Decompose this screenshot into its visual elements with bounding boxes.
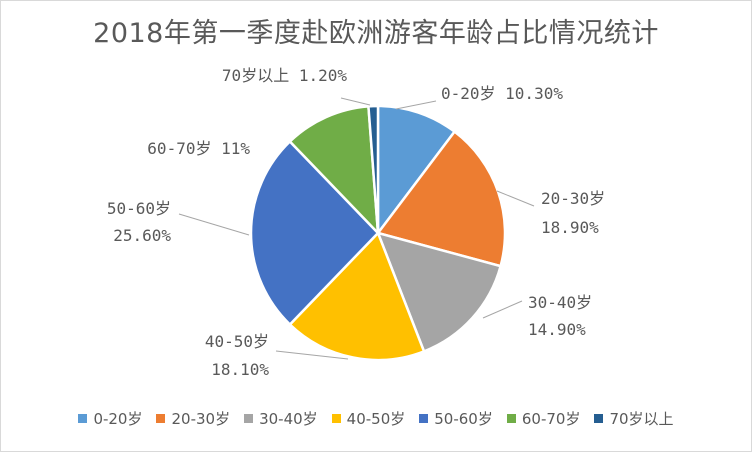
pie-slice-6: [367, 104, 380, 234]
pie-slice-3: [288, 230, 426, 362]
legend: 0-20岁 20-30岁 30-40岁 40-50岁 50-60岁 60-70岁 70岁以上: [1, 408, 751, 429]
legend-item-3: 40-50岁: [331, 408, 406, 429]
legend-item-1: 20-30岁: [156, 408, 230, 429]
legend-swatch-4: [419, 414, 429, 423]
pie-slice-5: [288, 105, 380, 237]
leader-line-4: [178, 213, 250, 236]
pie-slice-0: [376, 104, 457, 237]
legend-label-2: 30-40岁: [259, 410, 318, 428]
legend-item-4: 50-60岁: [419, 408, 493, 429]
data-label-0: 0-20岁 10.30%: [441, 84, 563, 103]
legend-swatch-5: [506, 414, 516, 423]
chart-title: 2018年第一季度赴欧洲游客年龄占比情况统计: [93, 18, 659, 49]
legend-swatch-3: [331, 414, 341, 423]
legend-swatch-2: [244, 414, 254, 423]
legend-label-3: 40-50岁: [346, 410, 406, 428]
leader-line-0: [395, 100, 437, 110]
legend-item-2: 30-40岁: [244, 408, 318, 429]
leader-line-1: [496, 190, 535, 207]
legend-swatch-1: [156, 414, 166, 423]
pie-chart: 0-20岁 10.30% 20-30岁 18.90% 30-40岁 14.90% 40-5…: [107, 66, 605, 379]
legend-label-1: 20-30岁: [171, 410, 231, 428]
data-label-6: 70岁以上 1.20%: [222, 66, 347, 85]
leader-line-3: [275, 350, 349, 360]
leader-line-6: [340, 97, 371, 106]
legend-label-6: 70岁以上: [609, 410, 674, 428]
data-label-1: 20-30岁 18.90%: [541, 189, 605, 237]
pie-slice-2: [375, 231, 503, 353]
leader-line-2: [482, 300, 523, 319]
legend-item-5: 60-70岁: [506, 408, 581, 429]
legend-item-0: 0-20岁: [78, 408, 142, 429]
legend-label-4: 50-60岁: [434, 410, 493, 428]
data-label-5: 60-70岁 11%: [147, 139, 250, 158]
data-label-2: 30-40岁 14.90%: [528, 293, 592, 339]
legend-label-0: 0-20岁: [93, 410, 143, 428]
data-label-3: 40-50岁 18.10%: [205, 332, 270, 379]
legend-swatch-6: [594, 414, 604, 423]
pie-slice-4: [249, 139, 380, 327]
legend-swatch-0: [78, 414, 88, 423]
legend-label-5: 60-70岁: [521, 410, 581, 428]
legend-item-6: 70岁以上: [594, 408, 674, 429]
data-label-4: 50-60岁 25.60%: [107, 199, 172, 245]
